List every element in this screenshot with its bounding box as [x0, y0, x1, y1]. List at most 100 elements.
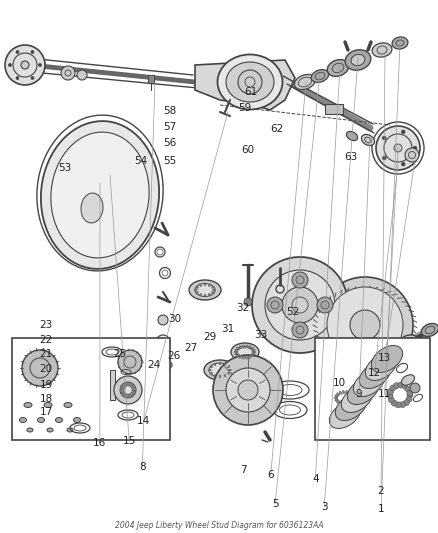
Ellipse shape: [348, 391, 351, 394]
Ellipse shape: [208, 293, 211, 296]
Circle shape: [120, 386, 124, 390]
Ellipse shape: [204, 360, 236, 380]
Ellipse shape: [335, 399, 338, 401]
Circle shape: [402, 163, 405, 166]
Text: 15: 15: [123, 437, 136, 446]
Circle shape: [407, 390, 413, 396]
Ellipse shape: [24, 402, 32, 408]
Circle shape: [390, 385, 396, 391]
Text: 20: 20: [39, 365, 53, 374]
Bar: [110, 370, 115, 400]
Ellipse shape: [251, 347, 253, 350]
Ellipse shape: [199, 284, 201, 287]
Circle shape: [402, 383, 408, 389]
Ellipse shape: [219, 362, 221, 365]
Ellipse shape: [194, 289, 198, 291]
Text: 58: 58: [163, 106, 177, 116]
Circle shape: [130, 393, 134, 397]
Circle shape: [267, 297, 283, 313]
Ellipse shape: [237, 347, 240, 350]
Ellipse shape: [350, 393, 353, 395]
Circle shape: [131, 384, 135, 389]
Circle shape: [282, 287, 318, 323]
Circle shape: [16, 77, 19, 79]
Text: 9: 9: [356, 390, 363, 399]
Ellipse shape: [234, 351, 238, 353]
Circle shape: [31, 77, 34, 79]
Text: 62: 62: [270, 124, 283, 134]
Circle shape: [213, 355, 283, 425]
Ellipse shape: [41, 121, 159, 269]
Ellipse shape: [352, 395, 355, 397]
Ellipse shape: [27, 428, 33, 432]
Circle shape: [16, 51, 19, 53]
Circle shape: [61, 66, 75, 80]
Text: 2: 2: [378, 487, 385, 496]
Circle shape: [131, 391, 135, 394]
Ellipse shape: [402, 338, 414, 346]
Circle shape: [292, 272, 308, 288]
Text: 16: 16: [93, 439, 106, 448]
Ellipse shape: [218, 54, 283, 109]
Ellipse shape: [402, 375, 414, 385]
Ellipse shape: [336, 393, 367, 421]
Ellipse shape: [246, 345, 247, 349]
Ellipse shape: [251, 354, 253, 357]
Text: 31: 31: [221, 325, 234, 334]
Circle shape: [382, 136, 386, 140]
Bar: [12, 338, 170, 440]
Text: 1: 1: [378, 504, 385, 514]
Circle shape: [132, 388, 136, 392]
Ellipse shape: [64, 402, 72, 408]
Bar: [148, 75, 154, 83]
Circle shape: [389, 397, 394, 403]
Ellipse shape: [337, 393, 339, 395]
Text: 27: 27: [184, 343, 197, 352]
Ellipse shape: [343, 390, 344, 394]
Ellipse shape: [346, 132, 357, 141]
Ellipse shape: [252, 349, 255, 351]
Text: 5: 5: [272, 499, 279, 508]
Ellipse shape: [227, 366, 230, 368]
Ellipse shape: [294, 75, 316, 90]
Circle shape: [394, 383, 399, 389]
Ellipse shape: [352, 397, 356, 399]
Ellipse shape: [246, 356, 247, 359]
Ellipse shape: [189, 280, 221, 300]
Text: 61: 61: [244, 87, 257, 96]
Text: 21: 21: [39, 350, 53, 359]
Circle shape: [378, 373, 422, 417]
Text: 14: 14: [137, 416, 150, 426]
Text: 13: 13: [378, 353, 391, 363]
Ellipse shape: [242, 345, 244, 349]
Circle shape: [120, 389, 124, 392]
Ellipse shape: [214, 374, 216, 377]
Ellipse shape: [214, 363, 216, 366]
Ellipse shape: [329, 401, 360, 429]
Circle shape: [387, 393, 393, 399]
Ellipse shape: [74, 417, 81, 423]
Text: 23: 23: [39, 320, 53, 330]
Ellipse shape: [235, 353, 238, 355]
Ellipse shape: [242, 356, 244, 359]
Ellipse shape: [311, 70, 328, 83]
Circle shape: [21, 61, 29, 69]
Text: 6: 6: [267, 471, 274, 480]
Circle shape: [405, 386, 411, 392]
Ellipse shape: [334, 397, 338, 399]
Text: 19: 19: [39, 380, 53, 390]
Ellipse shape: [252, 351, 256, 353]
Text: 32: 32: [237, 303, 250, 313]
Ellipse shape: [196, 286, 198, 288]
Ellipse shape: [339, 401, 342, 405]
Text: 29: 29: [204, 332, 217, 342]
Circle shape: [382, 156, 386, 160]
Ellipse shape: [252, 353, 255, 355]
Circle shape: [406, 396, 412, 402]
Text: 57: 57: [163, 122, 177, 132]
Text: 22: 22: [39, 335, 53, 345]
Text: 25: 25: [113, 350, 126, 359]
Ellipse shape: [341, 385, 373, 413]
Ellipse shape: [345, 50, 371, 70]
Ellipse shape: [51, 132, 149, 258]
